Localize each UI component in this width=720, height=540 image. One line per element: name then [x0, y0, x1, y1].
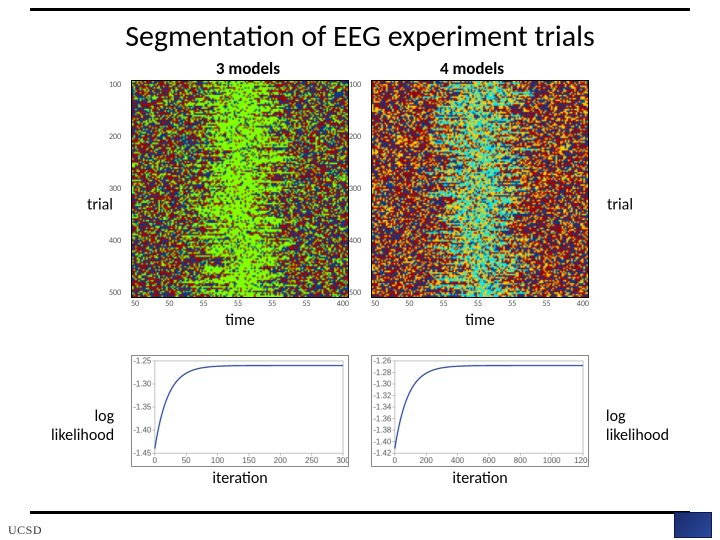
heatmap-xticks-right: 505055555555400	[371, 299, 589, 309]
xlabel-iter-left: iteration	[131, 469, 349, 488]
heatmap-3models: trial 100200300400500 505055555555400 ti…	[131, 80, 349, 330]
ucsd-logo: UCSD	[8, 523, 42, 538]
col-title-right: 4 models	[440, 58, 504, 79]
ylabel-trial-right: trial	[607, 196, 633, 215]
ylabel-loglik-left: loglikelihood	[51, 408, 114, 445]
heatmap-row: trial 100200300400500 505055555555400 ti…	[0, 80, 720, 330]
loglik-canvas-right	[371, 355, 589, 467]
column-titles: 3 models 4 models	[0, 58, 720, 79]
slide: Segmentation of EEG experiment trials 3 …	[0, 0, 720, 540]
bottom-rule	[30, 511, 690, 514]
xlabel-iter-right: iteration	[371, 469, 589, 488]
ylabel-loglik-right: loglikelihood	[606, 408, 669, 445]
col-title-left: 3 models	[216, 58, 280, 79]
heatmap-xticks-left: 505055555555400	[131, 299, 349, 309]
swartz-logo	[674, 512, 712, 538]
loglik-canvas-left	[131, 355, 349, 467]
loglik-4models: iteration loglikelihood	[371, 355, 589, 488]
loglik-3models: loglikelihood iteration	[131, 355, 349, 488]
heatmap-yticks-right: 100200300400500	[349, 80, 361, 298]
xlabel-time-right: time	[371, 311, 589, 330]
top-rule	[30, 8, 690, 11]
heatmap-canvas-left	[131, 80, 349, 298]
xlabel-time-left: time	[131, 311, 349, 330]
loglik-row: loglikelihood iteration iteration loglik…	[0, 355, 720, 488]
heatmap-4models: 100200300400500 505055555555400 time tri…	[371, 80, 589, 330]
heatmap-yticks-left: 100200300400500	[109, 80, 121, 298]
heatmap-canvas-right	[371, 80, 589, 298]
slide-title: Segmentation of EEG experiment trials	[0, 18, 720, 55]
